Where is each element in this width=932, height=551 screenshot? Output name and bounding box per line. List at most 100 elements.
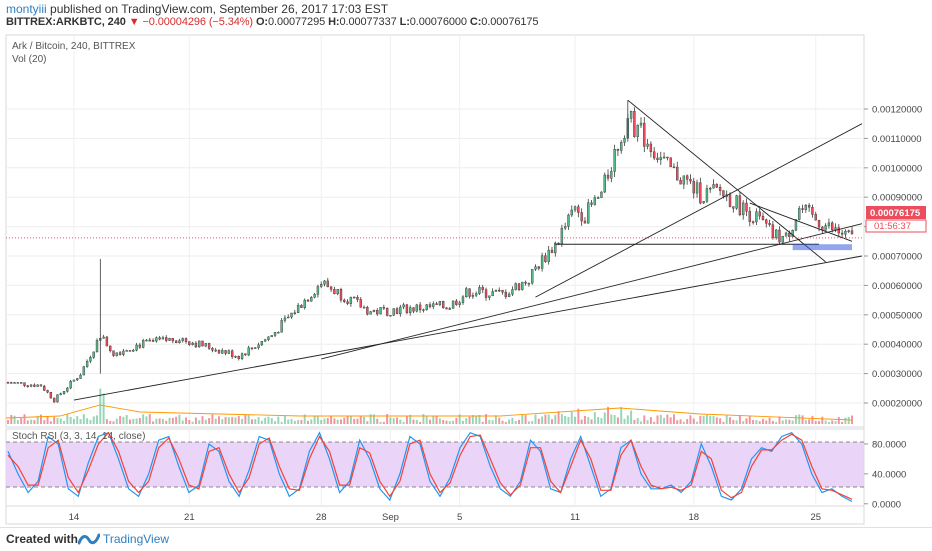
candle-body [758,211,761,217]
volume-bar [669,417,672,424]
candle-body [211,348,214,351]
volume-bar [781,420,784,424]
candle-body [227,350,231,354]
volume-bar [72,419,75,424]
volume-bar [257,417,260,424]
candle-body [494,289,498,292]
candle-body [273,332,277,336]
volume-bar [442,419,445,424]
candle-body [728,194,732,207]
username[interactable]: montyiii [6,2,47,16]
candle-body [745,202,748,212]
x-tick-label: 28 [316,512,327,523]
volume-bar [518,419,521,424]
volume-bar [478,415,481,424]
volume-bar [356,418,359,424]
volume-bar [372,414,375,424]
volume-bar [771,420,774,424]
candle-body [191,342,194,345]
candle-body [62,391,66,394]
volume-bar [580,419,583,424]
tradingview-link[interactable]: TradingView [103,532,170,546]
volume-bar [847,416,850,424]
volume-bar [577,408,580,424]
candle-body [128,350,132,352]
volume-bar [689,415,692,424]
trendline [73,255,863,401]
volume-bar [748,415,751,424]
volume-bar [138,418,141,424]
time-axis [5,505,865,525]
volume-bar [649,417,652,424]
volume-bar [155,418,158,424]
y-tick-label: 0.00120000 [872,105,922,116]
candle-body [204,343,207,347]
volume-bar [290,419,293,424]
candle-body [633,111,636,137]
volume-bar [343,417,346,424]
volume-bar [626,415,629,424]
candle-body [577,206,580,213]
y-tick-label: 0.00090000 [872,193,922,204]
volume-bar [821,416,824,424]
volume-bar [415,420,418,424]
x-tick-label: 25 [810,512,821,523]
candle-body [168,338,171,341]
volume-bar [16,420,19,424]
volume-bar [560,414,563,424]
trendline [321,223,863,360]
volume-bar [471,415,474,424]
candle-body [201,340,204,347]
chart-title: Ark / Bitcoin, 240, BITTREX [12,41,136,52]
candle-body [369,311,372,315]
candle-body [596,197,600,199]
candle-body [306,299,310,302]
candle-body [807,205,811,208]
candle-body [847,230,850,232]
volume-bar [313,415,316,424]
tradingview-logo-icon[interactable] [78,531,100,547]
candle-body [567,214,570,227]
volume-bar [465,418,468,424]
candle-body [240,353,244,359]
candle-body [435,303,438,305]
candle-body [379,307,382,315]
trendline [627,99,826,263]
volume-bar [445,420,448,424]
volume-bar [722,421,725,424]
candle-body [685,175,689,180]
volume-bar [214,418,217,424]
volume-bar [814,421,817,424]
candle-body [712,184,715,189]
candle-body [616,149,620,151]
candle-body [231,350,234,357]
volume-bar [43,420,46,424]
volume-bar [119,416,122,424]
candle-body [765,219,768,224]
low-value: 0.00076000 [409,16,467,28]
volume-bar [841,421,844,424]
volume-bar [128,419,131,424]
volume-bar [504,421,507,424]
stoch-lines [7,431,853,503]
volume-bar [376,418,379,424]
candle-body [29,384,33,387]
candle-body [181,338,184,341]
candle-body [692,180,695,194]
volume-bar [735,420,738,424]
candle-body [320,284,323,287]
volume-bar [597,416,600,424]
volume-bar [742,421,745,424]
volume-bar [198,420,201,424]
candle-body [16,382,20,384]
candle-body [606,174,610,179]
volume-bar [709,416,712,424]
support-zone [792,244,852,251]
candle-body [165,337,168,341]
candle-body [570,209,573,216]
volume-bar [69,416,72,424]
candle-body [738,195,742,216]
volume-bar [554,415,557,424]
volume-bar [765,420,768,424]
volume-bar [224,417,227,424]
